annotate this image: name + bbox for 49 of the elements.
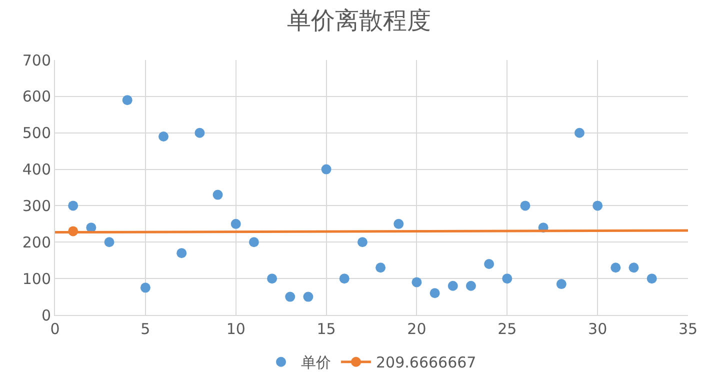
point <box>212 190 223 200</box>
y-tick-label: 100 <box>22 270 51 288</box>
point <box>140 282 150 293</box>
y-tick-label: 400 <box>22 160 51 179</box>
legend-label: 单价 <box>301 354 331 372</box>
x-tick-label: 20 <box>407 320 426 338</box>
point <box>610 262 621 273</box>
point <box>430 288 440 298</box>
point <box>122 95 132 106</box>
point <box>267 274 278 284</box>
x-tick-label: 35 <box>678 320 698 338</box>
point <box>412 277 422 288</box>
point <box>592 200 603 211</box>
y-tick-label: 0 <box>41 306 51 324</box>
y-tick-label: 600 <box>22 88 51 106</box>
point <box>466 280 476 291</box>
y-tick-label: 300 <box>22 196 51 215</box>
point <box>628 262 639 273</box>
point <box>285 292 296 302</box>
x-tick-label: 30 <box>588 320 608 338</box>
point <box>448 280 458 291</box>
point <box>104 237 114 248</box>
point <box>303 292 314 302</box>
point <box>502 274 512 284</box>
point <box>158 132 169 142</box>
point <box>357 237 368 248</box>
point <box>230 218 241 229</box>
point <box>376 262 386 273</box>
point <box>520 200 530 211</box>
point <box>68 200 78 211</box>
point <box>194 128 205 138</box>
y-tick-label: 700 <box>22 51 51 70</box>
x-tick-label: 5 <box>140 320 150 338</box>
y-tick-label: 200 <box>22 233 51 252</box>
x-tick-label: 25 <box>498 320 517 338</box>
x-tick-label: 15 <box>316 320 336 338</box>
point <box>321 164 332 174</box>
point <box>574 128 584 138</box>
legend-label: 209.6666667 <box>376 354 476 372</box>
point <box>176 248 187 258</box>
x-tick-label: 10 <box>226 320 246 338</box>
y-tick-label: 500 <box>22 124 51 142</box>
point <box>646 274 657 284</box>
point <box>248 237 259 248</box>
point <box>339 274 350 284</box>
point <box>556 279 566 290</box>
point <box>394 218 404 229</box>
chart-title: 单价离散程度 <box>287 6 431 35</box>
point <box>484 259 494 269</box>
